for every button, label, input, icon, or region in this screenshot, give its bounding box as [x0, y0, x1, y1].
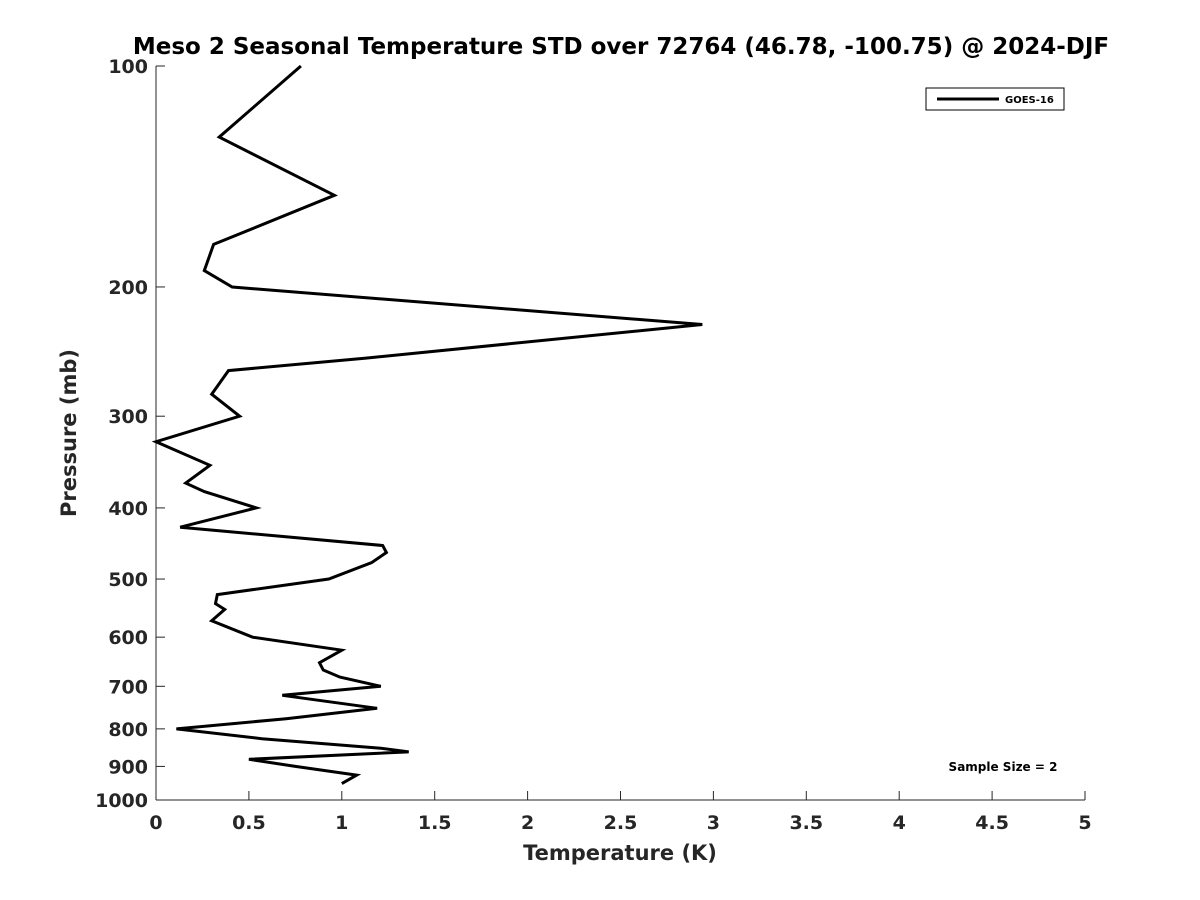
y-axis-label: Pressure (mb)	[57, 349, 81, 517]
legend-label-goes-16: GOES-16	[1005, 95, 1054, 106]
x-tick-label: 3	[707, 812, 720, 834]
series-line-goes-16	[151, 64, 703, 785]
x-tick-label: 0	[149, 812, 162, 834]
y-tick-label: 500	[108, 569, 148, 591]
x-tick-label: 4.5	[975, 812, 1009, 834]
legend: GOES-16	[925, 87, 1065, 111]
x-tick-label: 2.5	[604, 812, 638, 834]
chart-title: Meso 2 Seasonal Temperature STD over 727…	[133, 34, 1109, 60]
y-tick-label: 200	[108, 277, 148, 299]
y-tick-label: 800	[108, 719, 148, 741]
y-tick-label: 1000	[95, 790, 148, 812]
x-tick-label: 5	[1078, 812, 1091, 834]
x-tick-label: 1	[335, 812, 348, 834]
y-tick-label: 700	[108, 676, 148, 698]
x-tick-label: 2	[521, 812, 534, 834]
x-tick-label: 4	[893, 812, 906, 834]
y-tick-label: 600	[108, 627, 148, 649]
y-tick-label: 100	[108, 56, 148, 78]
y-tick-label: 300	[108, 406, 148, 428]
y-tick-label: 900	[108, 756, 148, 778]
series-layer	[151, 64, 703, 785]
y-tick-label: 400	[108, 498, 148, 520]
x-tick-label: 3.5	[789, 812, 823, 834]
x-axis-label: Temperature (K)	[523, 841, 717, 865]
plot-axes: 0 0.5 1 1.5 2 2.5 3 3.5 4 4.5 5 100 200 300 400 500 600 7…	[95, 56, 1092, 834]
x-tick-label: 0.5	[232, 812, 266, 834]
x-tick-label: 1.5	[418, 812, 452, 834]
sample-size-annotation: Sample Size = 2	[949, 760, 1058, 774]
